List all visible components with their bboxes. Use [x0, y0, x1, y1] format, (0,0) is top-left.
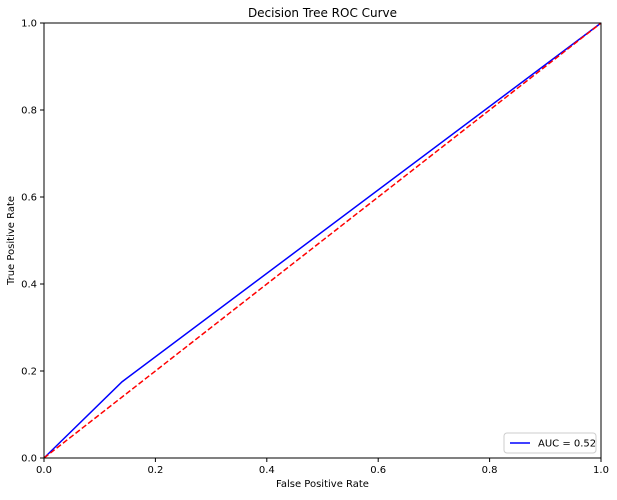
legend: AUC = 0.52	[503, 432, 597, 454]
x-tick-label: 1.0	[593, 465, 609, 476]
y-tick-label: 0.4	[21, 280, 37, 291]
y-tick-label: 1.0	[21, 19, 37, 30]
y-tick-label: 0.0	[21, 454, 37, 465]
y-tick-label: 0.2	[21, 367, 37, 378]
x-tick-label: 0.8	[482, 465, 498, 476]
y-tick-label: 0.8	[21, 106, 37, 117]
x-tick-label: 0.2	[147, 465, 163, 476]
legend-box	[503, 432, 597, 454]
plot-frame	[43, 22, 602, 459]
x-tick-label: 0.4	[259, 465, 275, 476]
chart-title: Decision Tree ROC Curve	[248, 6, 397, 20]
x-tick-label: 0.0	[36, 465, 52, 476]
x-tick-label: 0.6	[370, 465, 386, 476]
y-axis-label: True Positive Rate	[6, 196, 17, 286]
legend-label: AUC = 0.52	[538, 439, 596, 450]
x-axis-label: False Positive Rate	[276, 479, 369, 490]
y-tick-label: 0.6	[21, 193, 37, 204]
baseline-series-line	[43, 22, 602, 459]
roc-series-line	[43, 22, 602, 459]
